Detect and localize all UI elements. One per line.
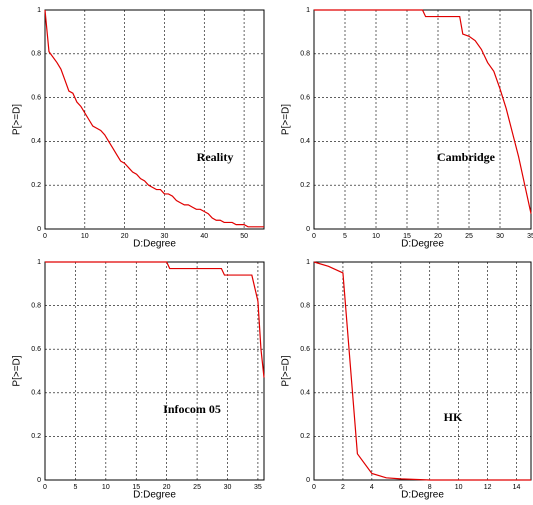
annotation: HK bbox=[444, 410, 463, 424]
x-tick-label: 2 bbox=[341, 484, 345, 491]
x-tick-label: 30 bbox=[496, 233, 504, 240]
y-axis-label: P[>=D] bbox=[12, 104, 23, 135]
data-line bbox=[313, 261, 531, 481]
y-tick-label: 0.8 bbox=[31, 51, 41, 58]
plot-frame bbox=[44, 9, 265, 230]
y-tick-label: 0.8 bbox=[300, 302, 310, 309]
y-tick-label: 1 bbox=[306, 7, 310, 14]
x-tick-label: 10 bbox=[455, 484, 463, 491]
x-tick-label: 0 bbox=[312, 484, 316, 491]
x-tick-label: 40 bbox=[200, 233, 208, 240]
y-axis-label: P[>=D] bbox=[12, 355, 23, 386]
y-tick-label: 0.4 bbox=[31, 390, 41, 397]
data-line bbox=[45, 261, 265, 378]
x-tick-label: 35 bbox=[254, 484, 262, 491]
x-tick-label: 10 bbox=[81, 233, 89, 240]
x-axis-label: D:Degree bbox=[401, 239, 444, 250]
x-tick-label: 25 bbox=[465, 233, 473, 240]
y-axis-label: P[>=D] bbox=[281, 104, 292, 135]
y-tick-label: 0.2 bbox=[300, 433, 310, 440]
x-axis-label: D:Degree bbox=[401, 490, 444, 501]
data-line bbox=[44, 9, 264, 228]
x-tick-label: 10 bbox=[102, 484, 110, 491]
y-tick-label: 0.4 bbox=[300, 138, 310, 145]
y-tick-label: 0.6 bbox=[300, 94, 310, 101]
x-tick-label: 35 bbox=[527, 233, 533, 240]
y-tick-label: 0.6 bbox=[31, 346, 41, 353]
y-tick-label: 0 bbox=[37, 226, 41, 233]
x-tick-label: 15 bbox=[403, 233, 411, 240]
x-tick-label: 8 bbox=[428, 484, 432, 491]
annotation: Cambridge bbox=[437, 150, 496, 164]
y-tick-label: 0.2 bbox=[31, 433, 41, 440]
x-tick-label: 0 bbox=[43, 484, 47, 491]
y-tick-label: 0.2 bbox=[31, 182, 41, 189]
x-tick-label: 30 bbox=[161, 233, 169, 240]
x-tick-label: 20 bbox=[434, 233, 442, 240]
plot-frame bbox=[313, 9, 532, 230]
y-tick-label: 1 bbox=[37, 259, 41, 266]
x-tick-label: 20 bbox=[121, 233, 129, 240]
x-tick-label: 14 bbox=[513, 484, 521, 491]
plot-frame bbox=[313, 261, 532, 481]
annotation: Infocom 05 bbox=[163, 402, 221, 416]
x-axis-label: D:Degree bbox=[133, 239, 176, 250]
y-tick-label: 0 bbox=[306, 477, 310, 484]
y-tick-label: 1 bbox=[37, 7, 41, 14]
x-tick-label: 12 bbox=[484, 484, 492, 491]
y-tick-label: 0.4 bbox=[300, 390, 310, 397]
y-tick-label: 0.8 bbox=[300, 51, 310, 58]
x-tick-label: 25 bbox=[193, 484, 201, 491]
y-tick-label: 0.2 bbox=[300, 182, 310, 189]
x-tick-label: 5 bbox=[343, 233, 347, 240]
x-axis-label: D:Degree bbox=[133, 490, 176, 501]
x-tick-label: 10 bbox=[372, 233, 380, 240]
y-tick-label: 0.6 bbox=[300, 346, 310, 353]
x-tick-label: 6 bbox=[399, 484, 403, 491]
x-tick-label: 0 bbox=[43, 233, 47, 240]
y-tick-label: 0.8 bbox=[31, 302, 41, 309]
x-tick-label: 50 bbox=[240, 233, 248, 240]
x-tick-label: 15 bbox=[132, 484, 140, 491]
y-tick-label: 0.4 bbox=[31, 138, 41, 145]
x-tick-label: 30 bbox=[224, 484, 232, 491]
x-tick-label: 4 bbox=[370, 484, 374, 491]
annotation: Reality bbox=[197, 150, 234, 164]
data-line bbox=[314, 9, 532, 214]
y-tick-label: 0 bbox=[306, 226, 310, 233]
y-tick-label: 0.6 bbox=[31, 94, 41, 101]
y-tick-label: 0 bbox=[37, 477, 41, 484]
x-tick-label: 5 bbox=[73, 484, 77, 491]
y-tick-label: 1 bbox=[306, 259, 310, 266]
plot-frame bbox=[44, 261, 265, 481]
y-axis-label: P[>=D] bbox=[281, 355, 292, 386]
x-tick-label: 20 bbox=[163, 484, 171, 491]
x-tick-label: 0 bbox=[312, 233, 316, 240]
